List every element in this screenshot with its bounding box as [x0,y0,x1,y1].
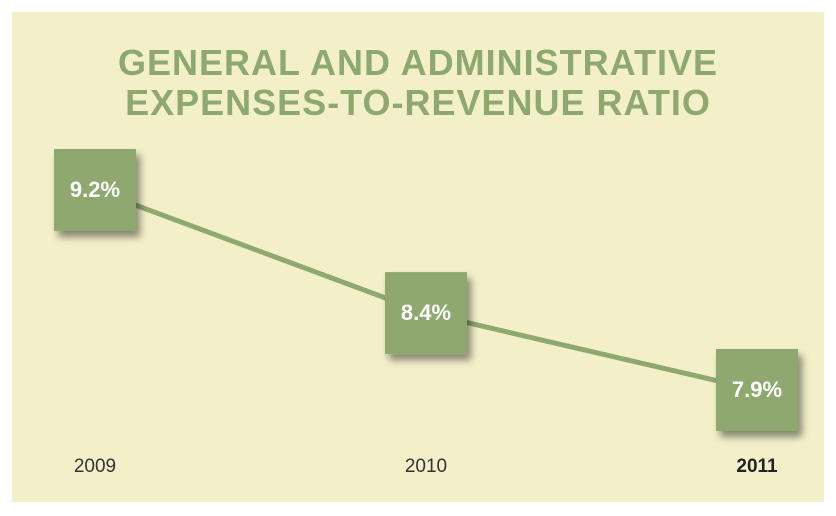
chart-title: GENERAL AND ADMINISTRATIVE [118,42,718,83]
marker [385,272,467,355]
x-tick-label: 2010 [405,456,447,477]
chart-title: EXPENSES-TO-REVENUE RATIO [125,82,711,123]
marker [54,149,136,231]
data-label: 9.2% [70,177,120,202]
marker [716,349,798,431]
background [12,12,824,502]
data-label: 8.4% [401,300,451,325]
x-tick-label: 2011 [736,456,778,477]
data-label: 7.9% [732,377,782,402]
x-tick-label: 2009 [74,456,116,477]
